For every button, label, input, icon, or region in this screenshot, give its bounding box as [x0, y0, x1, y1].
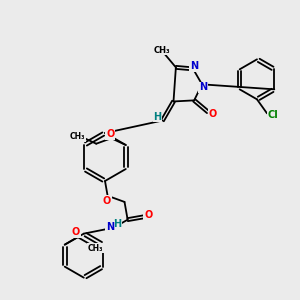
Text: O: O	[144, 210, 152, 220]
Text: Cl: Cl	[268, 110, 278, 120]
Text: N: N	[190, 61, 198, 71]
Text: CH₃: CH₃	[70, 132, 86, 141]
Text: O: O	[209, 109, 217, 119]
Text: N: N	[199, 82, 207, 92]
Text: O: O	[106, 129, 114, 139]
Text: CH₃: CH₃	[88, 244, 103, 253]
Text: N: N	[106, 222, 114, 232]
Text: O: O	[103, 196, 111, 206]
Text: CH₃: CH₃	[154, 46, 170, 55]
Text: H: H	[113, 219, 121, 229]
Text: H: H	[153, 112, 162, 122]
Text: O: O	[72, 227, 80, 237]
